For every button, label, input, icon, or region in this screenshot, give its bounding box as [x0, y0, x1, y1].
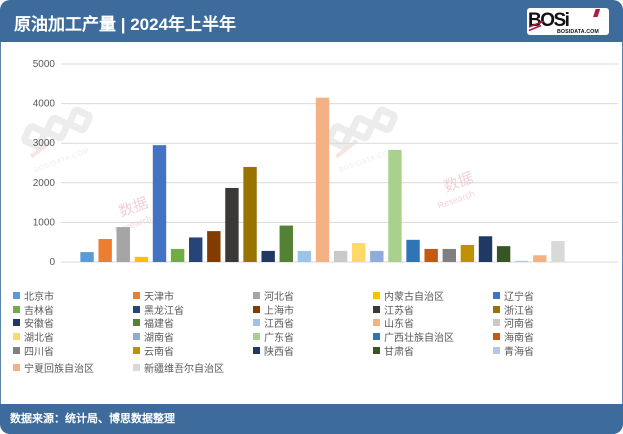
svg-text:4000: 4000 [33, 99, 56, 110]
svg-text:0: 0 [49, 257, 55, 268]
svg-text:1000: 1000 [33, 217, 56, 228]
svg-text:2000: 2000 [33, 178, 56, 189]
svg-text:3000: 3000 [33, 138, 56, 149]
svg-text:BOSIDATA.COM: BOSIDATA.COM [338, 148, 395, 175]
svg-text:5000: 5000 [33, 59, 56, 70]
svg-text:BOSIDATA.COM: BOSIDATA.COM [557, 29, 599, 35]
svg-text:BOSIDATA.COM: BOSIDATA.COM [33, 148, 90, 175]
